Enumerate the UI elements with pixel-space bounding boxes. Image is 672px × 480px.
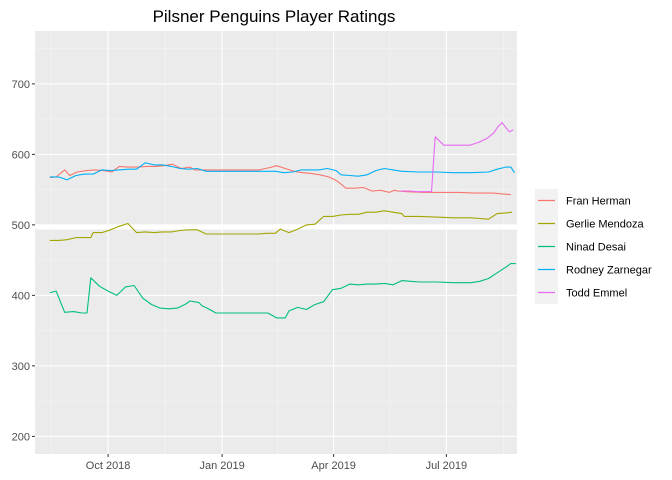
chart-title: Pilsner Penguins Player Ratings bbox=[153, 7, 396, 26]
legend-label: Rodney Zarnegar bbox=[566, 265, 652, 277]
x-axis: Oct 2018 Jan 2019 Apr 2019 Jul 2019 bbox=[86, 454, 467, 472]
series-line-todd-emmel bbox=[400, 122, 514, 193]
y-tick-label: 200 bbox=[12, 431, 30, 443]
series-line-gerlie-mendoza bbox=[49, 210, 513, 241]
y-tick-label: 700 bbox=[12, 79, 30, 91]
minor-gridlines bbox=[35, 31, 517, 454]
legend: Fran Herman Gerlie Mendoza Ninad Desai Rodn… bbox=[535, 189, 652, 304]
y-tick-label: 400 bbox=[12, 290, 30, 302]
legend-label: Gerlie Mendoza bbox=[566, 219, 645, 231]
x-tick-label: Oct 2018 bbox=[86, 460, 131, 472]
legend-label: Todd Emmel bbox=[566, 288, 627, 300]
y-tick-label: 300 bbox=[12, 361, 30, 373]
y-tick-label: 600 bbox=[12, 149, 30, 161]
y-axis: 200 300 400 500 600 700 bbox=[12, 79, 35, 443]
series-lines bbox=[49, 122, 516, 319]
y-tick-label: 500 bbox=[12, 220, 30, 232]
x-tick-label: Jul 2019 bbox=[426, 460, 468, 472]
legend-label: Fran Herman bbox=[566, 196, 631, 208]
series-line-ninad-desai bbox=[49, 263, 516, 319]
x-tick-label: Jan 2019 bbox=[199, 460, 244, 472]
plot-background bbox=[35, 31, 517, 454]
legend-label: Ninad Desai bbox=[566, 242, 626, 254]
major-gridlines bbox=[35, 31, 517, 454]
series-line-rodney-zarnegar bbox=[49, 162, 515, 181]
x-tick-label: Apr 2019 bbox=[311, 460, 356, 472]
